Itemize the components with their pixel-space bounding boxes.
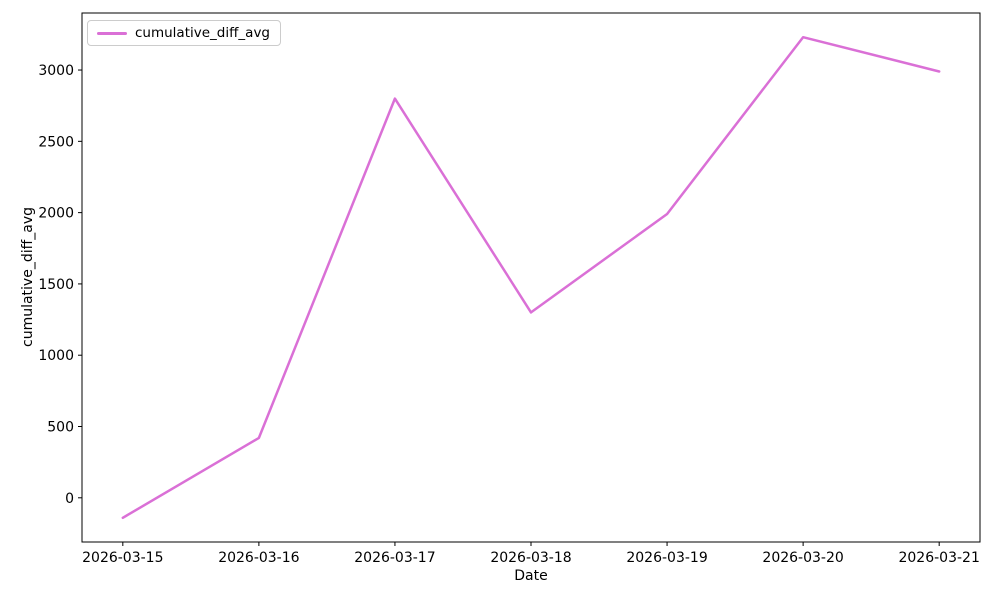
x-tick-label: 2026-03-15 (82, 550, 163, 566)
x-tick-label: 2026-03-19 (626, 550, 707, 566)
y-tick-label: 1000 (38, 348, 74, 364)
legend-line-swatch (97, 31, 127, 35)
x-tick-label: 2026-03-18 (490, 550, 571, 566)
legend: cumulative_diff_avg (87, 20, 281, 46)
legend-label: cumulative_diff_avg (135, 25, 270, 41)
x-axis-title: Date (514, 568, 548, 584)
y-tick-label: 0 (65, 491, 74, 507)
x-tick-label: 2026-03-20 (762, 550, 843, 566)
x-tick-label: 2026-03-21 (898, 550, 979, 566)
x-tick-label: 2026-03-16 (218, 550, 299, 566)
y-axis-title: cumulative_diff_avg (20, 207, 36, 347)
x-tick-label: 2026-03-17 (354, 550, 435, 566)
data-line-cumulative_diff_avg (121, 35, 941, 520)
y-tick-label: 3000 (38, 63, 74, 79)
y-tick-label: 2000 (38, 206, 74, 222)
y-tick-label: 1500 (38, 277, 74, 293)
y-tick-label: 500 (47, 420, 74, 436)
y-tick-label: 2500 (38, 134, 74, 150)
plot-border (81, 12, 981, 543)
